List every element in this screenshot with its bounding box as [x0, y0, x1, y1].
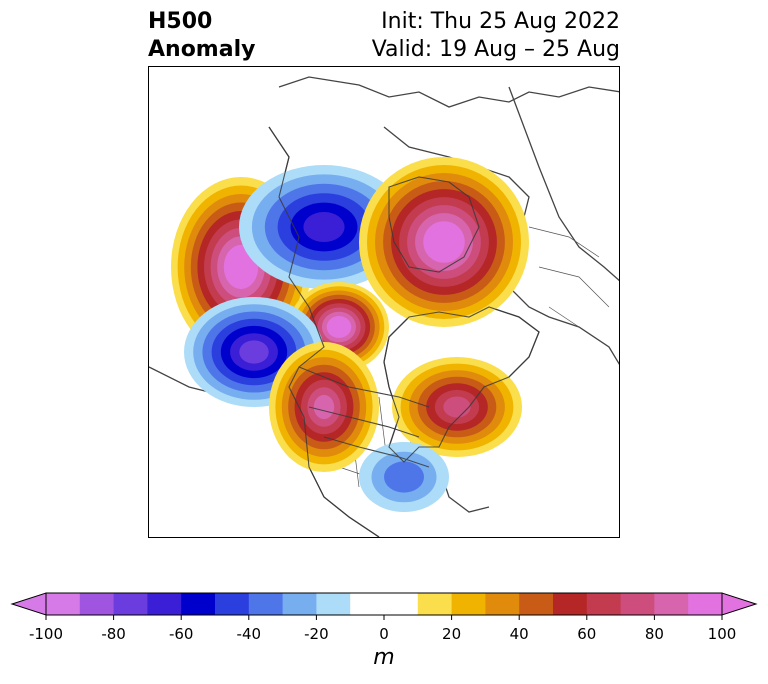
contour-level — [331, 320, 347, 334]
colorbar-tick-label: -40 — [236, 625, 262, 643]
colorbar-swatch — [553, 593, 588, 615]
anomaly-center-2 — [239, 165, 409, 289]
title-line-1: H500 — [148, 9, 213, 34]
contour-level — [443, 396, 471, 418]
colorbar-swatch — [282, 593, 317, 615]
colorbar-swatch — [417, 593, 453, 615]
title-right: Init: Thu 25 Aug 2022 Valid: 19 Aug – 25… — [372, 8, 620, 64]
colorbar-swatch — [46, 593, 81, 615]
colorbar-tick-label: 0 — [379, 625, 389, 643]
colorbar-swatch — [350, 593, 385, 615]
anomaly-map — [148, 66, 620, 538]
colorbar-tick-label: 40 — [509, 625, 529, 643]
valid-range: Valid: 19 Aug – 25 Aug — [371, 37, 620, 62]
colorbar-extend-min — [10, 592, 47, 616]
colorbar-swatch — [620, 593, 655, 615]
colorbar-unit-label: m — [373, 645, 395, 670]
contour-level — [313, 394, 335, 420]
colorbar-swatch — [113, 593, 148, 615]
colorbar-tick-label: 100 — [707, 625, 737, 643]
anomaly-center-3 — [359, 157, 529, 327]
anomaly-contours — [171, 157, 529, 512]
colorbar-swatch — [248, 593, 284, 615]
colorbar-swatch — [181, 593, 216, 615]
colorbar-swatch — [654, 593, 689, 615]
colorbar-swatch — [586, 593, 622, 615]
colorbar-extend-max — [721, 592, 758, 616]
colorbar-svg — [10, 592, 758, 620]
colorbar-tick-label: -60 — [168, 625, 194, 643]
contour-level — [384, 461, 424, 493]
init-date: Init: Thu 25 Aug 2022 — [381, 9, 620, 34]
colorbar-tick-label: -20 — [304, 625, 329, 643]
colorbar: -100 -80 -60 -40 -20 0 20 40 60 80 100 m — [0, 585, 768, 684]
title-left: H500 Anomaly — [148, 8, 255, 64]
contour-level — [431, 229, 457, 255]
colorbar-tick-label: 80 — [644, 625, 664, 643]
anomaly-center-8 — [359, 442, 449, 512]
colorbar-swatch — [485, 593, 520, 615]
colorbar-swatch — [688, 593, 723, 615]
colorbar-tick-label: 20 — [442, 625, 462, 643]
colorbar-swatch — [79, 593, 115, 615]
anomaly-center-7 — [392, 357, 522, 457]
contour-level — [303, 212, 345, 242]
colorbar-swatch — [316, 593, 351, 615]
colorbar-swatch — [147, 593, 182, 615]
colorbar-tick-label: -80 — [101, 625, 126, 643]
map-svg — [149, 76, 619, 537]
coastline-overlay — [268, 126, 540, 537]
anomaly-center-4 — [289, 282, 389, 372]
colorbar-swatch — [451, 593, 486, 615]
contour-level — [239, 340, 269, 364]
colorbar-swatch — [215, 593, 250, 615]
anomaly-center-6 — [269, 342, 379, 472]
contour-level — [230, 253, 252, 281]
title-line-2: Anomaly — [148, 37, 256, 62]
colorbar-swatch — [384, 593, 419, 615]
colorbar-tick-label: 60 — [577, 625, 597, 643]
colorbar-swatch — [519, 593, 554, 615]
colorbar-tick-label: -100 — [28, 625, 64, 643]
